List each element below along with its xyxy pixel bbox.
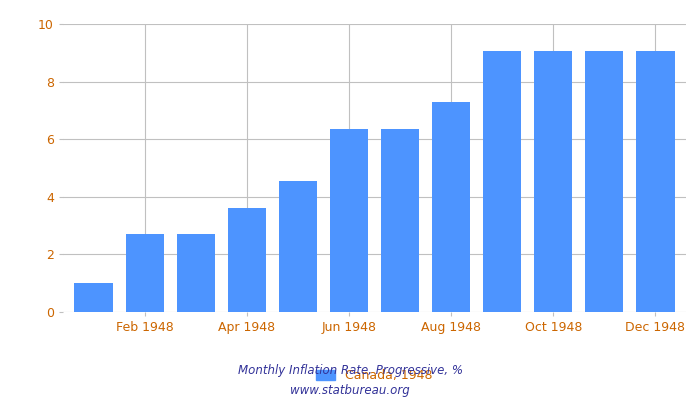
- Text: www.statbureau.org: www.statbureau.org: [290, 384, 410, 397]
- Bar: [636, 51, 675, 312]
- Bar: [483, 51, 522, 312]
- Bar: [381, 129, 419, 312]
- Bar: [176, 234, 215, 312]
- Bar: [125, 234, 164, 312]
- Bar: [228, 208, 266, 312]
- Bar: [330, 129, 368, 312]
- Bar: [585, 51, 624, 312]
- Bar: [74, 283, 113, 312]
- Text: Monthly Inflation Rate, Progressive, %: Monthly Inflation Rate, Progressive, %: [237, 364, 463, 377]
- Bar: [432, 102, 470, 312]
- Legend: Canada, 1948: Canada, 1948: [312, 364, 438, 387]
- Bar: [279, 181, 317, 312]
- Bar: [534, 51, 573, 312]
